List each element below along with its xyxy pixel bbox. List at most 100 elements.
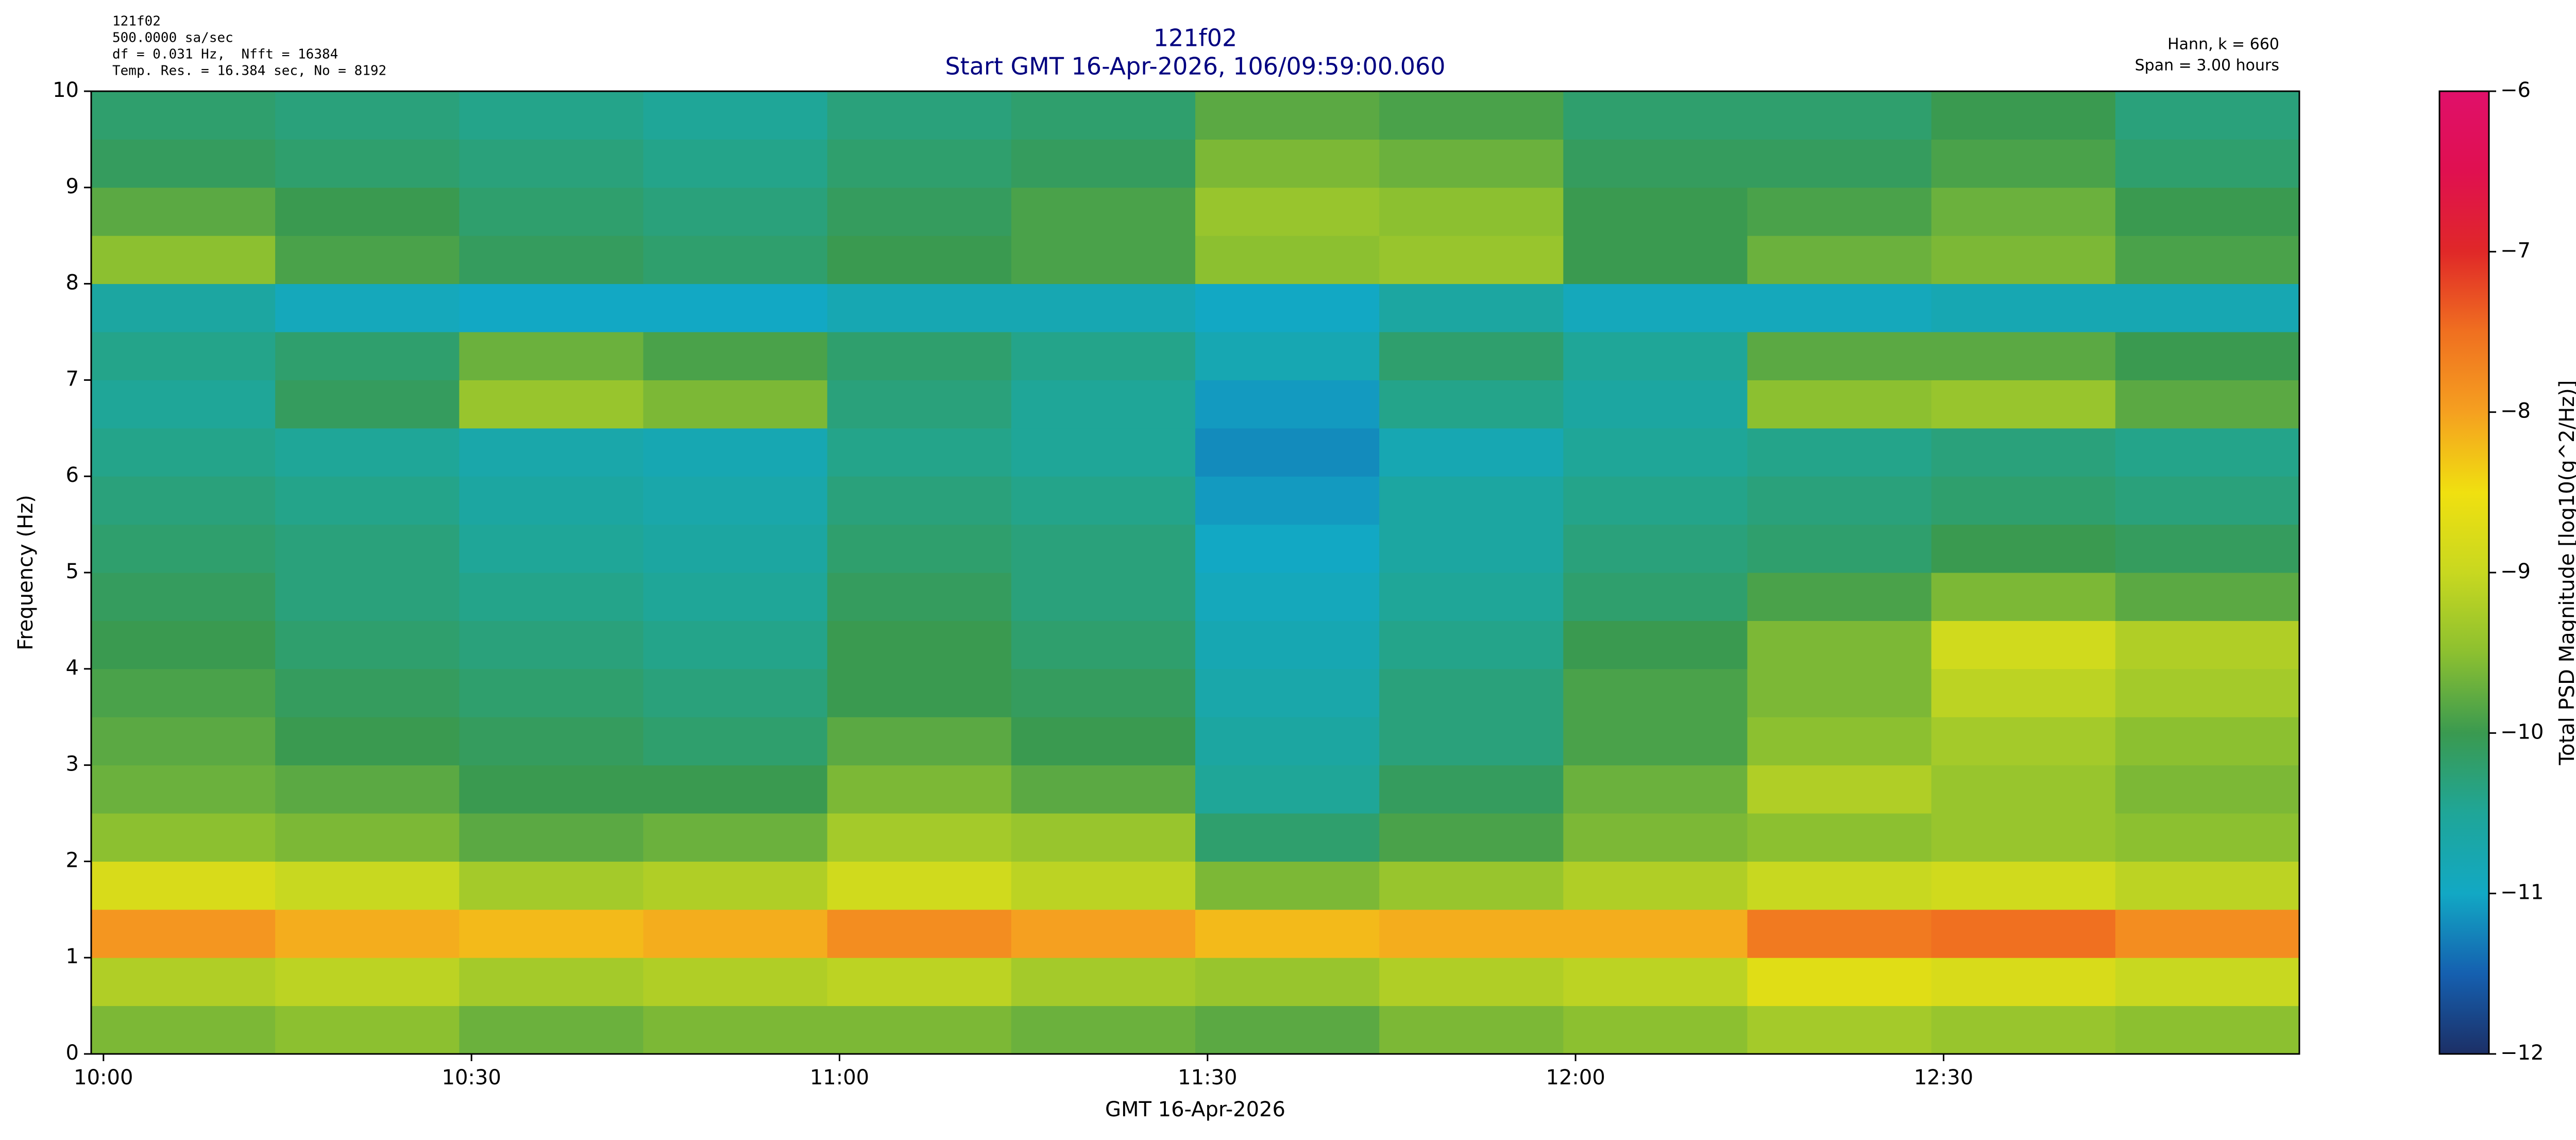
heatmap-cell: [643, 332, 828, 380]
heatmap-cell: [2115, 236, 2300, 284]
heatmap-cell: [1011, 717, 1196, 766]
heatmap-cell: [1931, 380, 2116, 429]
heatmap-cell: [1563, 91, 1748, 140]
heatmap-cell: [1563, 1005, 1748, 1054]
heatmap-cell: [1011, 139, 1196, 188]
y-axis-label: Frequency (Hz): [14, 495, 38, 650]
heatmap-cell: [1563, 236, 1748, 284]
heatmap-cell: [1747, 909, 1932, 958]
heatmap-cell: [1747, 958, 1932, 1007]
heatmap-cell: [1011, 187, 1196, 236]
heatmap-cell: [1195, 428, 1380, 477]
heatmap-cell: [1195, 283, 1380, 332]
heatmap-cell: [1195, 91, 1380, 140]
heatmap-cell: [643, 524, 828, 573]
heatmap-cell: [275, 524, 460, 573]
heatmap-cell: [827, 476, 1012, 525]
heatmap-cell: [459, 91, 643, 140]
heatmap-cell: [643, 909, 828, 958]
heatmap-cell: [91, 717, 276, 766]
heatmap-cell: [459, 236, 643, 284]
heatmap-cell: [1931, 139, 2116, 188]
heatmap-cell: [1563, 668, 1748, 717]
heatmap-cell: [1563, 813, 1748, 862]
y-tick-label: 8: [66, 271, 79, 295]
heatmap-cell: [275, 428, 460, 477]
heatmap-cell: [1379, 476, 1564, 525]
heatmap-cell: [2115, 861, 2300, 910]
heatmap-cell: [275, 717, 460, 766]
y-tick-label: 9: [66, 175, 79, 198]
heatmap-cell: [1931, 91, 2116, 140]
heatmap-cell: [643, 958, 828, 1007]
heatmap-cell: [1379, 621, 1564, 669]
heatmap-cell: [459, 765, 643, 814]
heatmap-cell: [1747, 380, 1932, 429]
heatmap-cell: [275, 573, 460, 621]
heatmap-cell: [275, 91, 460, 140]
heatmap-cell: [91, 236, 276, 284]
header-note: Temp. Res. = 16.384 sec, No = 8192: [112, 63, 386, 79]
heatmap-cell: [275, 958, 460, 1007]
heatmap-cell: [1195, 717, 1380, 766]
heatmap-cell: [1195, 765, 1380, 814]
heatmap-cell: [459, 428, 643, 477]
y-tick-label: 1: [66, 945, 79, 968]
colorbar-label: Total PSD Magnitude [log10(g^2/Hz)]: [2555, 380, 2576, 766]
chart-subtitle: Start GMT 16-Apr-2026, 106/09:59:00.060: [945, 53, 1445, 80]
y-tick-label: 2: [66, 848, 79, 872]
heatmap-cell: [2115, 332, 2300, 380]
heatmap-cell: [1563, 717, 1748, 766]
header-note: 500.0000 sa/sec: [112, 30, 233, 46]
heatmap-cell: [1011, 91, 1196, 140]
heatmap-cell: [1931, 1005, 2116, 1054]
heatmap-cell: [1379, 717, 1564, 766]
heatmap-cell: [1931, 958, 2116, 1007]
heatmap-cell: [459, 476, 643, 525]
heatmap-cell: [827, 187, 1012, 236]
header-note: df = 0.031 Hz, Nfft = 16384: [112, 47, 338, 62]
heatmap-cell: [1011, 236, 1196, 284]
heatmap-cell: [1931, 332, 2116, 380]
heatmap-cell: [91, 139, 276, 188]
heatmap-cell: [1931, 909, 2116, 958]
heatmap-cell: [2115, 91, 2300, 140]
heatmap-cell: [643, 428, 828, 477]
heatmap-cell: [1379, 909, 1564, 958]
heatmap-cell: [1379, 139, 1564, 188]
heatmap-cell: [827, 428, 1012, 477]
heatmap-cell: [275, 813, 460, 862]
heatmap-cell: [275, 380, 460, 429]
heatmap-cell: [1011, 1005, 1196, 1054]
heatmap-cell: [1747, 573, 1932, 621]
heatmap-cell: [2115, 380, 2300, 429]
heatmap-cell: [1563, 765, 1748, 814]
heatmap-cell: [91, 91, 276, 140]
chart-title: 121f02: [1154, 24, 1238, 52]
heatmap-cell: [643, 573, 828, 621]
heatmap-cell: [1747, 283, 1932, 332]
colorbar: [2438, 90, 2490, 1055]
y-tick-label: 0: [66, 1041, 79, 1065]
heatmap-cell: [275, 765, 460, 814]
heatmap-cell: [827, 765, 1012, 814]
heatmap-cell: [1379, 187, 1564, 236]
heatmap-cell: [1563, 861, 1748, 910]
heatmap-cell: [643, 380, 828, 429]
heatmap-cell: [1379, 236, 1564, 284]
heatmap-cell: [643, 765, 828, 814]
heatmap-cell: [1011, 428, 1196, 477]
heatmap-cell: [827, 573, 1012, 621]
heatmap-cell: [91, 428, 276, 477]
heatmap-cell: [1195, 380, 1380, 429]
heatmap-cell: [1379, 765, 1564, 814]
heatmap-cell: [827, 861, 1012, 910]
heatmap-cell: [1195, 1005, 1380, 1054]
heatmap-cell: [1931, 187, 2116, 236]
colorbar-tick-label: −10: [2500, 720, 2544, 744]
heatmap-cell: [1195, 139, 1380, 188]
y-tick-label: 6: [66, 463, 79, 487]
heatmap-cell: [1563, 909, 1748, 958]
heatmap-cell: [1931, 717, 2116, 766]
heatmap-cell: [1011, 909, 1196, 958]
